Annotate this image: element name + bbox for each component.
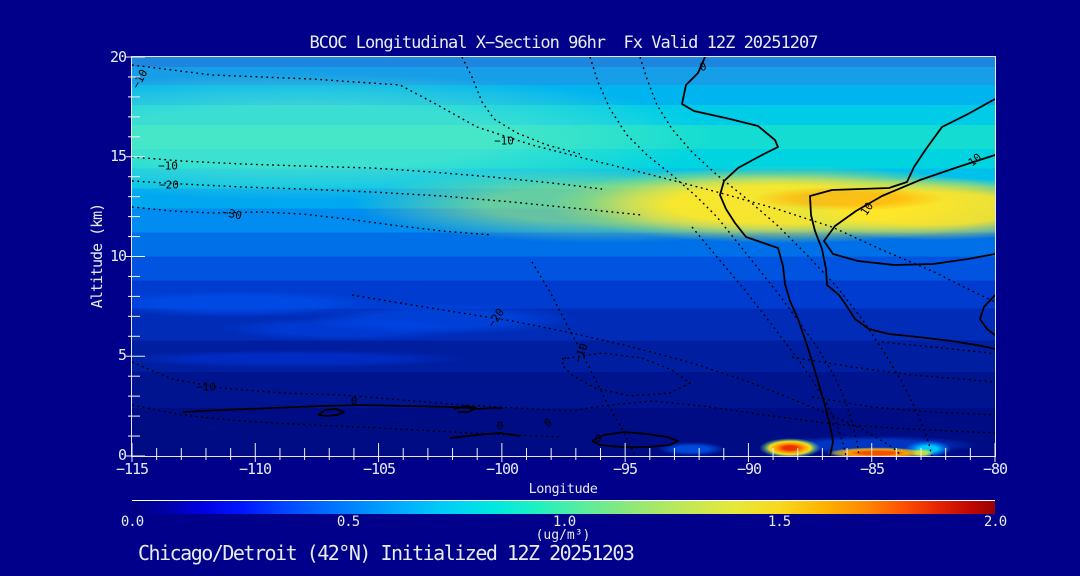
x-tick--90: −90 [736,460,762,478]
colorbar [132,500,995,514]
contour-label: 0 [350,394,358,408]
x-tick--115: −115 [115,460,149,478]
contour-label: 0 [496,419,504,433]
contour-label: −20 [159,178,179,192]
x-tick--85: −85 [859,460,885,478]
x-tick--95: −95 [612,460,638,478]
y-tick-10: 10 [109,247,127,265]
colorbar-tick-0.5: 0.5 [336,514,360,530]
contour-label: 0 [594,432,602,446]
contour-label: −10 [158,159,178,173]
colorbar-units: (ug/m³) [535,528,591,543]
x-tick--80: −80 [982,460,1008,478]
contour-label: −10 [196,380,216,394]
x-tick--105: −105 [362,460,396,478]
contour-label: −10 [494,134,514,148]
axis-ticks-layer [126,56,996,462]
chart-title: BCOC Longitudinal X−Section 96hr Fx Vali… [309,33,819,53]
contour-lines-layer [132,57,995,456]
colorbar-tick-2.0: 2.0 [983,514,1007,530]
colorbar-tick-1.0: 1.0 [552,514,576,530]
colorbar-tick-1.5: 1.5 [767,514,791,530]
x-tick--110: −110 [238,460,272,478]
chart-subtitle: Chicago/Detroit (42°N) Initialized 12Z 2… [138,541,635,565]
contour-plot-area: −10 −10 −20 −30 −10 0 10 10 −20 −10 −10 … [131,56,996,457]
y-tick-5: 5 [117,346,127,364]
y-tick-20: 20 [109,48,127,66]
y-tick-0: 0 [117,446,127,464]
y-axis-ticks [126,56,145,457]
x-tick--100: −100 [485,460,519,478]
x-axis-ticks [131,443,996,462]
y-tick-15: 15 [109,147,127,165]
colorbar-tick-0.0: 0.0 [120,514,144,530]
x-axis-label: Longitude [528,481,598,497]
